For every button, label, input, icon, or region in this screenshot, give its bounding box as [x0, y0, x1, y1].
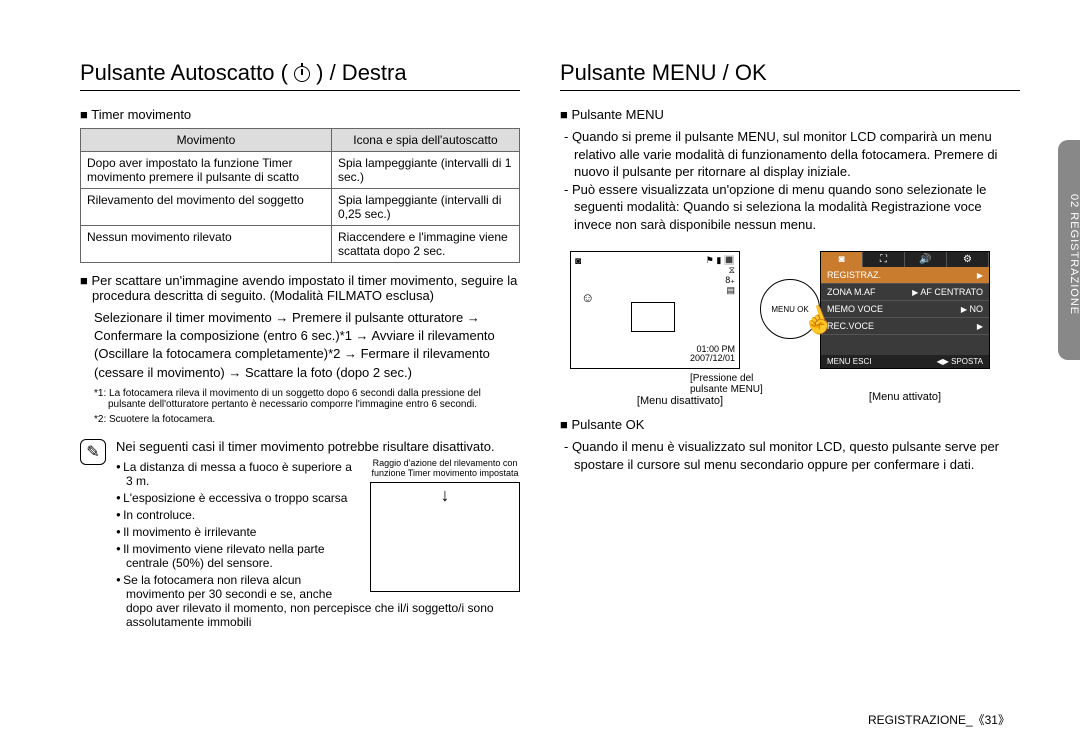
note-box: ✎ Nei seguenti casi il timer movimento p…	[80, 439, 520, 632]
flow-steps: Selezionare il timer movimento → Premere…	[94, 309, 520, 382]
screen-off-caption: [Menu disattivato]	[570, 395, 790, 407]
footnote-2: *2: Scuotere la fotocamera.	[108, 414, 520, 425]
menu-para-1: - Quando si preme il pulsante MENU, sul …	[574, 128, 1020, 181]
down-arrow-icon: ↓	[441, 485, 450, 506]
th-movement: Movimento	[81, 129, 332, 152]
menu-row: ZONA M.AF▶ AF CENTRATO	[821, 284, 989, 301]
lcd-off-face: ☺	[581, 290, 594, 305]
lcd-on-rows: REGISTRAZ.▶ ZONA M.AF▶ AF CENTRATOMEMO V…	[821, 267, 989, 335]
lcd-foot-right: ◀▶ SPOSTA	[937, 357, 983, 366]
movement-table: Movimento Icona e spia dell'autoscatto D…	[80, 128, 520, 263]
left-column: Pulsante Autoscatto ( ) / Destra Timer m…	[80, 60, 520, 632]
lcd-on: ◙⛶🔊⚙ REGISTRAZ.▶ ZONA M.AF▶ AF CENTRATOM…	[820, 251, 990, 369]
table-row: Rilevamento del movimento del soggettoSp…	[81, 189, 520, 226]
para-instructions: Per scattare un'immagine avendo impostat…	[80, 273, 520, 303]
table-row: Dopo aver impostato la funzione Timer mo…	[81, 152, 520, 189]
menu-para-2: - Può essere visualizzata un'opzione di …	[574, 181, 1020, 234]
page-footer: REGISTRAZIONE_《31》	[868, 711, 1010, 728]
screens-row: ◙ ⚑ ▮ 🔳⧖8₊▤ ☺ 01:00 PM2007/12/01 MENU OK…	[570, 251, 1020, 407]
table-row: Nessun movimento rilevatoRiaccendere e l…	[81, 226, 520, 263]
subhead-menu: Pulsante MENU	[560, 107, 1020, 122]
footnote-1: *1: La fotocamera rileva il movimento di…	[108, 388, 520, 410]
subhead-timer: Timer movimento	[80, 107, 520, 122]
note-lead: Nei seguenti casi il timer movimento pot…	[116, 439, 520, 454]
heading-right: Pulsante MENU / OK	[560, 60, 1020, 91]
screen-on-group: ◙⛶🔊⚙ REGISTRAZ.▶ ZONA M.AF▶ AF CENTRATOM…	[820, 251, 990, 403]
lcd-on-footer: MENU ESCI ◀▶ SPOSTA	[821, 355, 989, 368]
menu-row: MEMO VOCE▶ NO	[821, 301, 989, 318]
lcd-tab: ◙	[821, 252, 863, 267]
lcd-tab: ⛶	[863, 252, 905, 267]
right-column: Pulsante MENU / OK Pulsante MENU - Quand…	[560, 60, 1020, 632]
heading-left: Pulsante Autoscatto ( ) / Destra	[80, 60, 520, 91]
lcd-off-tr: ⚑ ▮ 🔳⧖8₊▤	[706, 256, 735, 296]
screen-off-group: ◙ ⚑ ▮ 🔳⧖8₊▤ ☺ 01:00 PM2007/12/01 MENU OK…	[570, 251, 790, 407]
lcd-off-focus-frame	[631, 302, 675, 332]
press-label: [Pressione del pulsante MENU]	[690, 373, 790, 395]
detection-figure: Raggio d'azione del rilevamento con funz…	[370, 458, 520, 592]
heading-left-suffix: ) / Destra	[310, 60, 407, 85]
lcd-off-tl: ◙	[575, 256, 581, 267]
lcd-off: ◙ ⚑ ▮ 🔳⧖8₊▤ ☺ 01:00 PM2007/12/01	[570, 251, 740, 369]
lcd-foot-left: MENU ESCI	[827, 357, 871, 366]
lcd-tab: 🔊	[905, 252, 947, 267]
th-icon: Icona e spia dell'autoscatto	[331, 129, 519, 152]
screen-on-caption: [Menu attivato]	[820, 391, 990, 403]
ok-para: - Quando il menu è visualizzato sul moni…	[574, 438, 1020, 473]
heading-left-prefix: Pulsante Autoscatto (	[80, 60, 294, 85]
timer-icon	[294, 66, 310, 82]
movement-tbody: Dopo aver impostato la funzione Timer mo…	[81, 152, 520, 263]
detection-caption: Raggio d'azione del rilevamento con funz…	[370, 458, 520, 478]
lcd-tab: ⚙	[947, 252, 989, 267]
lcd-on-tabs: ◙⛶🔊⚙	[821, 252, 989, 267]
side-tab: 02 REGISTRAZIONE	[1058, 140, 1080, 360]
subhead-ok: Pulsante OK	[560, 417, 1020, 432]
menu-row: REGISTRAZ.▶	[821, 267, 989, 284]
menu-row: REC.VOCE▶	[821, 318, 989, 335]
note-icon: ✎	[80, 439, 106, 465]
lcd-off-br: 01:00 PM2007/12/01	[690, 345, 735, 365]
